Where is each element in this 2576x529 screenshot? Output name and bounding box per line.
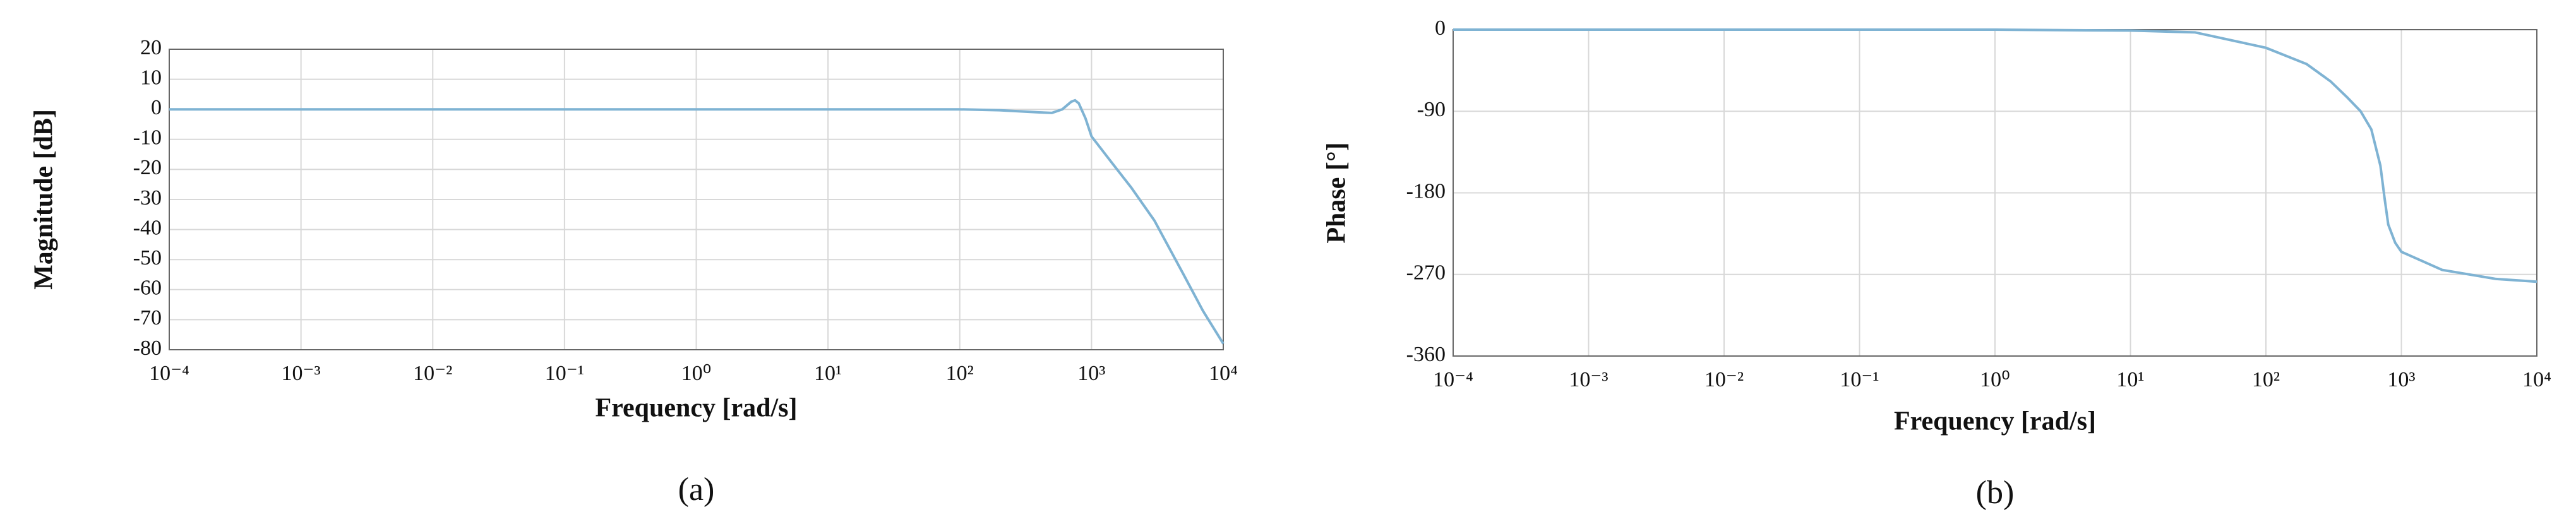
x-tick-label: 10² (946, 362, 974, 385)
y-tick-label: -30 (133, 186, 162, 210)
x-tick-label: 10⁻¹ (545, 362, 584, 385)
x-tick-label: 10⁻³ (282, 362, 321, 385)
y-tick-label: -180 (1406, 179, 1446, 203)
y-tick-label: -360 (1406, 343, 1446, 366)
y-tick-label: 20 (140, 36, 162, 59)
caption: (b) (1976, 475, 2015, 511)
x-tick-label: 10¹ (814, 362, 842, 385)
y-axis-title: Magnitude [dB] (30, 109, 59, 290)
x-tick-label: 10⁻² (1704, 368, 1744, 391)
x-axis-title: Frequency [rad/s] (1894, 407, 2096, 436)
x-tick-label: 10³ (1077, 362, 1105, 385)
x-tick-label: 10⁴ (1209, 362, 1238, 385)
x-tick-label: 10⁰ (1980, 368, 2010, 391)
caption: (a) (678, 472, 715, 508)
x-tick-label: 10⁻⁴ (1433, 368, 1473, 391)
y-tick-label: -60 (133, 276, 162, 300)
x-tick-label: 10² (2252, 368, 2280, 391)
y-tick-label: -40 (133, 216, 162, 239)
data-line (169, 98, 1225, 345)
x-tick-label: 10⁴ (2522, 368, 2551, 391)
y-tick-label: -90 (1417, 98, 1446, 121)
y-tick-label: -20 (133, 156, 162, 179)
y-axis-title: Phase [°] (1322, 142, 1351, 243)
y-tick-label: 0 (151, 96, 162, 119)
x-tick-label: 10⁻² (413, 362, 452, 385)
y-tick-label: -10 (133, 126, 162, 150)
x-axis-title: Frequency [rad/s] (595, 394, 797, 423)
x-tick-label: 10⁻³ (1569, 368, 1608, 391)
x-tick-label: 10⁰ (681, 362, 712, 385)
plot-frame (169, 49, 1224, 350)
x-tick-label: 10¹ (2116, 368, 2144, 391)
x-tick-label: 10³ (2387, 368, 2415, 391)
y-tick-label: 0 (1435, 16, 1446, 40)
y-tick-label: -50 (133, 246, 162, 270)
x-tick-label: 10⁻⁴ (149, 362, 189, 385)
y-tick-label: -70 (133, 306, 162, 330)
x-tick-label: 10⁻¹ (1840, 368, 1879, 391)
y-tick-label: 10 (140, 66, 162, 89)
y-tick-label: -270 (1406, 261, 1446, 285)
data-line (1453, 28, 2537, 283)
y-tick-label: -80 (133, 336, 162, 360)
